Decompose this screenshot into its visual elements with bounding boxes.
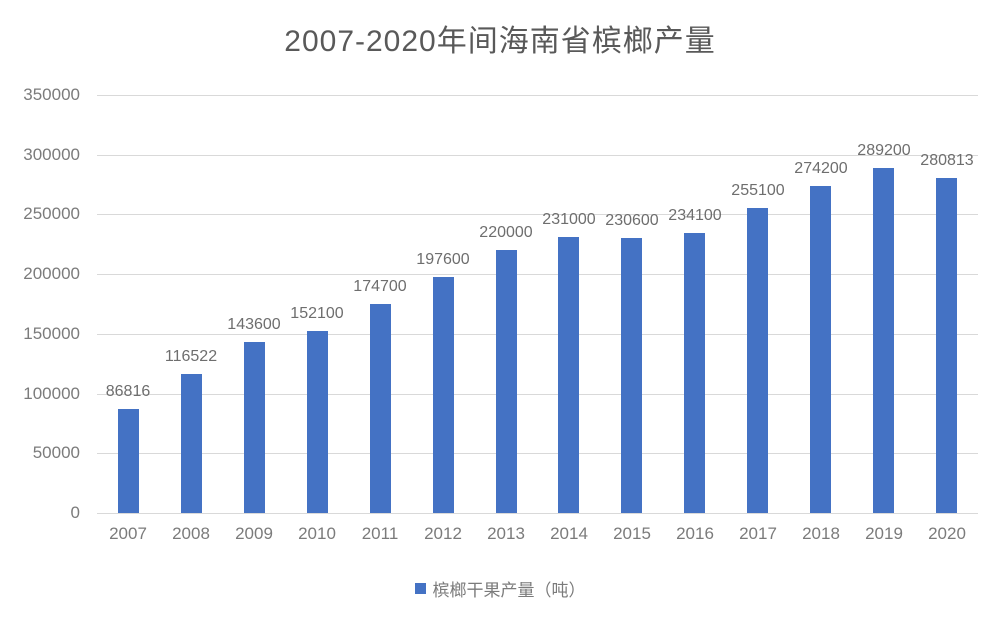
bar [621, 238, 642, 513]
bar [810, 186, 831, 513]
bar [496, 250, 517, 513]
bar [244, 342, 265, 513]
x-tick-label: 2016 [676, 524, 714, 543]
x-tick-label: 2012 [424, 524, 462, 543]
x-tick-label: 2014 [550, 524, 588, 543]
gridline [97, 214, 978, 215]
bar [747, 208, 768, 513]
bar [433, 277, 454, 513]
x-tick-label: 2007 [109, 524, 147, 543]
gridline [97, 453, 978, 454]
bar-value-label: 116522 [164, 348, 218, 365]
bar [118, 409, 139, 513]
bar [936, 178, 957, 513]
gridline [97, 95, 978, 96]
x-tick-label: 2018 [802, 524, 840, 543]
y-tick-label: 150000 [23, 324, 80, 343]
bar [558, 237, 579, 513]
y-tick-label: 50000 [32, 443, 80, 462]
x-tick-label: 2019 [865, 524, 903, 543]
bar-value-label: 143600 [227, 316, 281, 333]
gridline [97, 274, 978, 275]
gridline [97, 513, 978, 514]
gridline [97, 155, 978, 156]
bar-value-label: 289200 [857, 142, 911, 159]
bar [873, 168, 894, 513]
y-tick-label: 300000 [23, 145, 80, 164]
x-tick-label: 2011 [361, 524, 399, 543]
legend-label: 槟榔干果产量（吨） [432, 581, 586, 600]
chart-title: 2007-2020年间海南省槟榔产量 [284, 25, 716, 58]
bar-value-label: 280813 [920, 152, 974, 169]
gridline [97, 394, 978, 395]
bar-value-label: 174700 [353, 278, 407, 295]
bar-value-label: 274200 [794, 160, 848, 177]
y-tick-label: 350000 [23, 85, 80, 104]
x-tick-label: 2008 [172, 524, 210, 543]
bar [307, 331, 328, 513]
x-tick-label: 2015 [613, 524, 651, 543]
y-tick-label: 0 [70, 503, 80, 522]
legend: 槟榔干果产量（吨） [0, 576, 1000, 601]
x-tick-label: 2010 [298, 524, 336, 543]
x-tick-label: 2009 [235, 524, 273, 543]
bar-value-label: 255100 [731, 182, 785, 199]
y-tick-label: 200000 [23, 264, 80, 283]
bar-value-label: 152100 [290, 305, 344, 322]
bar-value-label: 231000 [542, 211, 596, 228]
bar-value-label: 234100 [668, 207, 722, 224]
gridline [97, 334, 978, 335]
bar [684, 233, 705, 513]
bar-value-label: 86816 [105, 383, 151, 400]
bar-value-label: 230600 [605, 212, 659, 229]
bar [370, 304, 391, 513]
y-tick-label: 100000 [23, 384, 80, 403]
legend-marker-icon [414, 583, 426, 594]
bar-value-label: 220000 [479, 224, 533, 241]
x-tick-label: 2013 [487, 524, 525, 543]
y-tick-label: 250000 [23, 204, 80, 223]
bar-value-label: 197600 [416, 251, 470, 268]
bar [181, 374, 202, 513]
x-tick-label: 2017 [739, 524, 777, 543]
x-tick-label: 2020 [928, 524, 966, 543]
